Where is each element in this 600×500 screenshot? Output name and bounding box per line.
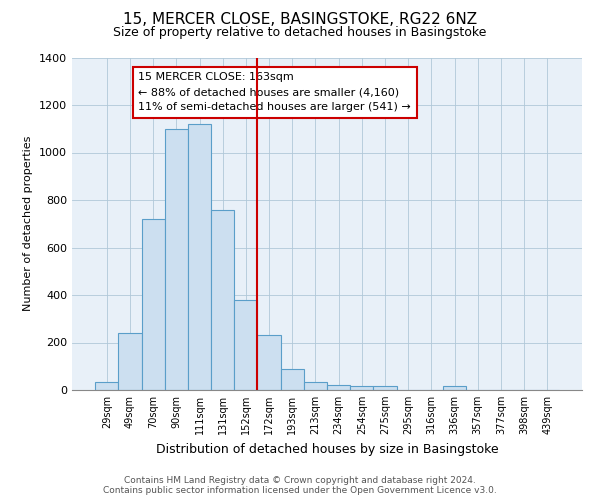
Bar [211, 210, 234, 390]
Text: 15 MERCER CLOSE: 163sqm
← 88% of detached houses are smaller (4,160)
11% of semi: 15 MERCER CLOSE: 163sqm ← 88% of detache… [139, 72, 411, 112]
Text: Size of property relative to detached houses in Basingstoke: Size of property relative to detached ho… [113, 26, 487, 39]
Text: 15, MERCER CLOSE, BASINGSTOKE, RG22 6NZ: 15, MERCER CLOSE, BASINGSTOKE, RG22 6NZ [123, 12, 477, 28]
Bar [281, 368, 304, 390]
Bar [304, 382, 327, 390]
Bar [373, 386, 397, 390]
Bar [118, 333, 142, 390]
Y-axis label: Number of detached properties: Number of detached properties [23, 136, 34, 312]
Bar [95, 382, 118, 390]
Bar [443, 386, 466, 390]
Text: Contains HM Land Registry data © Crown copyright and database right 2024.
Contai: Contains HM Land Registry data © Crown c… [103, 476, 497, 495]
Bar [234, 300, 257, 390]
Bar [350, 386, 373, 390]
Bar [142, 219, 165, 390]
X-axis label: Distribution of detached houses by size in Basingstoke: Distribution of detached houses by size … [155, 442, 499, 456]
Bar [188, 124, 211, 390]
Bar [257, 336, 281, 390]
Bar [327, 385, 350, 390]
Bar [165, 128, 188, 390]
